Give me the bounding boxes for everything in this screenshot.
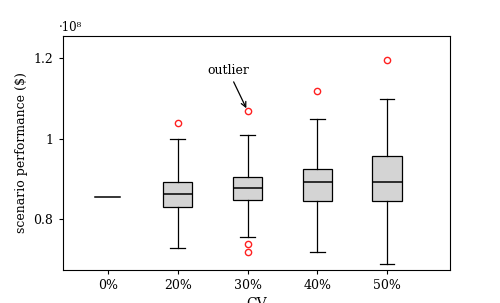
PathPatch shape (163, 182, 192, 207)
PathPatch shape (372, 156, 402, 201)
Text: outlier: outlier (207, 64, 249, 107)
Y-axis label: scenario performance ($): scenario performance ($) (15, 73, 28, 233)
PathPatch shape (302, 169, 332, 201)
X-axis label: CV: CV (246, 297, 266, 303)
Text: ·10⁸: ·10⁸ (58, 21, 82, 34)
PathPatch shape (233, 177, 262, 200)
